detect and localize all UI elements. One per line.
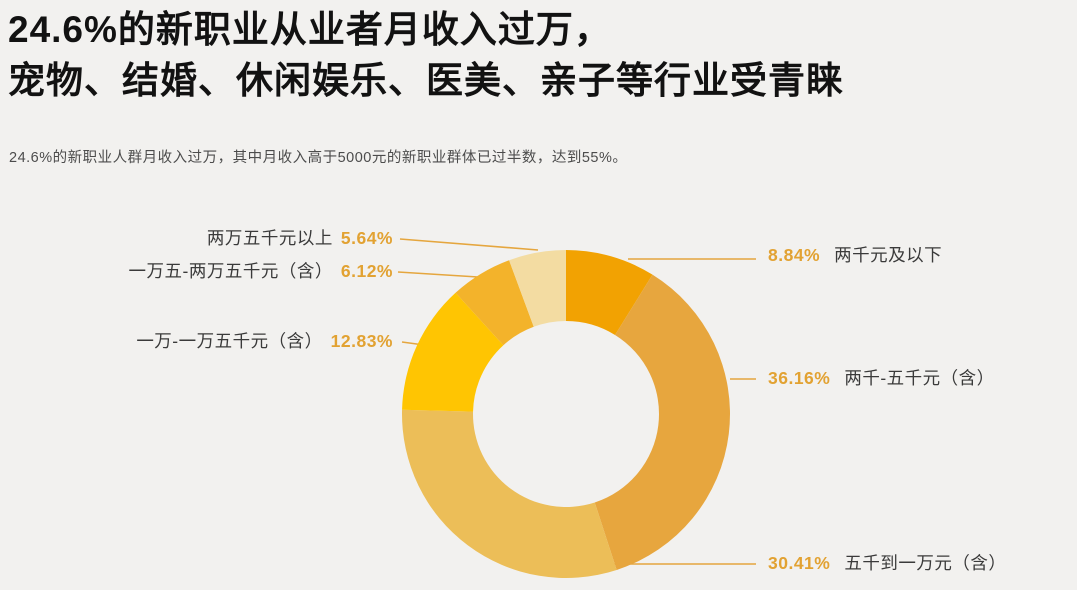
callout-percent: 12.83% [330, 331, 393, 351]
callout-label: 五千到一万元（含） [844, 553, 1007, 573]
callout-2k-5k: 36.16% 两千-五千元（含） [768, 366, 995, 390]
leader-lines [397, 238, 756, 565]
donut-segment [402, 292, 504, 412]
page-subtitle: 24.6%的新职业人群月收入过万，其中月收入高于5000元的新职业群体已过半数，… [9, 150, 628, 166]
callout-percent: 36.16% [768, 368, 831, 388]
callout-label: 两千元及以下 [834, 245, 943, 265]
callout-under-2k: 8.84% 两千元及以下 [768, 243, 942, 267]
callout-label: 两万五千元以上 [206, 228, 333, 248]
callout-label: 一万-一万五千元（含） [136, 331, 323, 351]
callout-percent: 8.84% [768, 245, 821, 265]
page-title: 24.6%的新职业从业者月收入过万， 宠物、结婚、休闲娱乐、医美、亲子等行业受青… [8, 4, 844, 106]
callout-10k-15k: 一万-一万五千元（含） 12.83% [136, 329, 393, 353]
donut-segment [455, 260, 534, 346]
callout-15k-25k: 一万五-两万五千元（含） 6.12% [129, 259, 393, 283]
callout-25k-plus: 两万五千元以上 5.64% [207, 226, 393, 250]
callout-label: 两千-五千元（含） [844, 368, 995, 388]
callout-percent: 5.64% [340, 228, 393, 248]
donut-segment [401, 409, 617, 578]
donut-segment [509, 250, 566, 327]
callout-percent: 6.12% [340, 261, 393, 281]
page-title-line1: 24.6%的新职业从业者月收入过万， [8, 9, 612, 50]
page-title-line2: 宠物、结婚、休闲娱乐、医美、亲子等行业受青睐 [8, 60, 844, 101]
donut-segment [566, 250, 653, 335]
donut-segments [401, 250, 731, 578]
donut-segment [594, 274, 731, 570]
callout-5k-10k: 30.41% 五千到一万元（含） [768, 551, 1006, 575]
callout-label: 一万五-两万五千元（含） [128, 261, 333, 281]
callout-percent: 30.41% [768, 553, 831, 573]
